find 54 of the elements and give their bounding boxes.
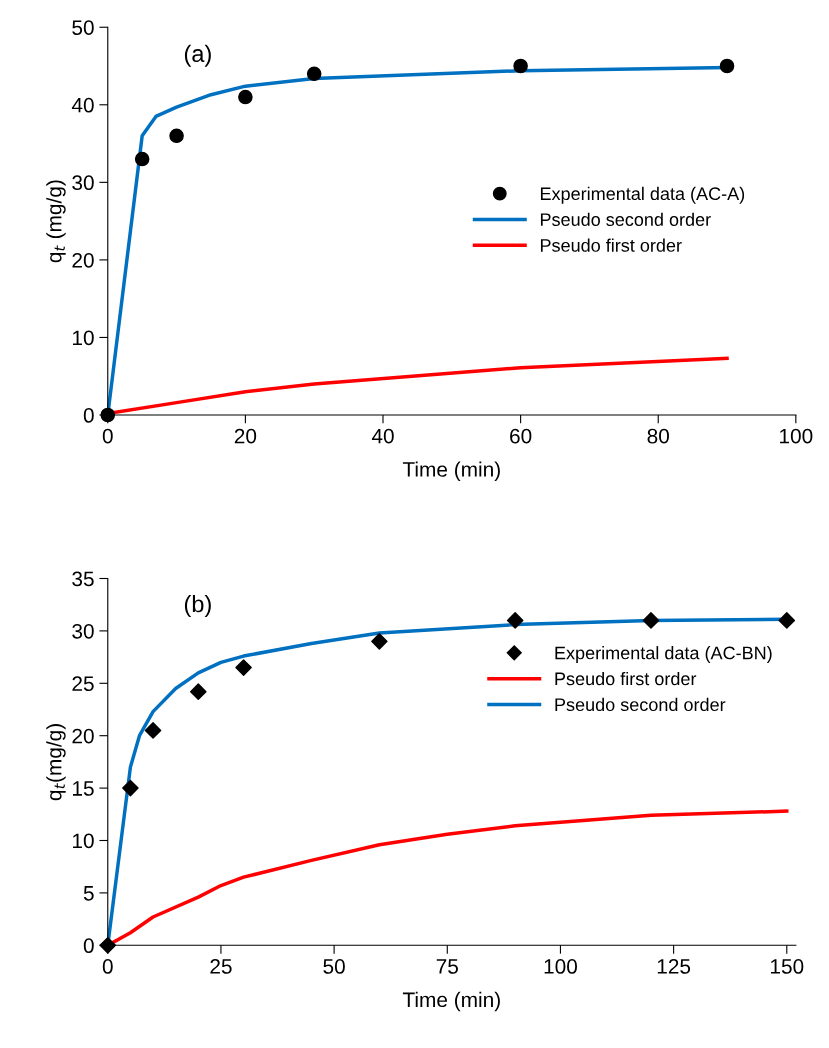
x-tick-label: 125 — [657, 959, 691, 974]
x-tick-label: 0 — [102, 428, 113, 444]
x-tick-label: 0 — [102, 959, 113, 974]
x-tick-label: 60 — [510, 428, 532, 444]
point — [169, 128, 184, 144]
legend-label: Pseudo first order — [555, 671, 697, 686]
y-tick-label: 30 — [72, 175, 94, 191]
point — [134, 151, 150, 167]
annotation: (a) — [184, 44, 211, 67]
point — [778, 612, 796, 629]
legend-label: Experimental data (AC-A) — [540, 186, 745, 204]
point — [371, 633, 388, 650]
point — [238, 89, 253, 105]
y-axis-title: q$_{t}$ (mg/g) — [46, 180, 66, 263]
y-tick-label: 25 — [72, 676, 94, 692]
x-tick-label: 100 — [544, 959, 578, 974]
y-tick-label: 20 — [72, 728, 94, 744]
x-axis-title: Time (min) — [402, 461, 500, 481]
x-tick-label: 75 — [436, 959, 458, 974]
x-tick-label: 100 — [780, 428, 813, 444]
y-tick-label: 15 — [72, 781, 94, 796]
annotation: (b) — [184, 595, 211, 617]
legend-label: Pseudo second order — [540, 212, 711, 226]
point — [190, 683, 207, 700]
point — [719, 58, 735, 74]
y-tick-label: 50 — [72, 20, 94, 35]
point — [122, 779, 139, 797]
point — [506, 612, 524, 629]
point — [99, 936, 117, 954]
x-tick-label: 25 — [210, 959, 232, 974]
y-tick-label: 10 — [72, 833, 94, 849]
y-axis-title: q$_{t}$(mg/g) — [46, 724, 66, 801]
y-tick-label: 40 — [71, 97, 94, 113]
y-tick-label: 35 — [72, 571, 94, 587]
x-tick-label: 40 — [371, 428, 394, 444]
point — [235, 659, 252, 676]
x-tick-label: 80 — [647, 428, 669, 444]
legend-label: Pseudo first order — [540, 238, 682, 252]
y-tick-label: 10 — [72, 330, 94, 346]
point — [513, 58, 528, 74]
y-tick-label: 0 — [83, 938, 94, 954]
x-tick-label: 20 — [234, 428, 257, 444]
x-tick-label: 50 — [323, 959, 345, 974]
point — [306, 66, 322, 82]
point — [642, 612, 660, 629]
point — [144, 722, 162, 739]
legend-label: Pseudo second order — [555, 697, 726, 712]
x-axis-title: Time (min) — [402, 991, 500, 1012]
legend-label: Experimental data (AC-BN) — [555, 646, 772, 663]
x-tick-label: 150 — [771, 959, 804, 974]
y-tick-label: 20 — [72, 252, 94, 268]
y-tick-label: 5 — [83, 886, 94, 901]
y-tick-label: 30 — [72, 623, 94, 639]
y-tick-label: 0 — [83, 408, 94, 423]
